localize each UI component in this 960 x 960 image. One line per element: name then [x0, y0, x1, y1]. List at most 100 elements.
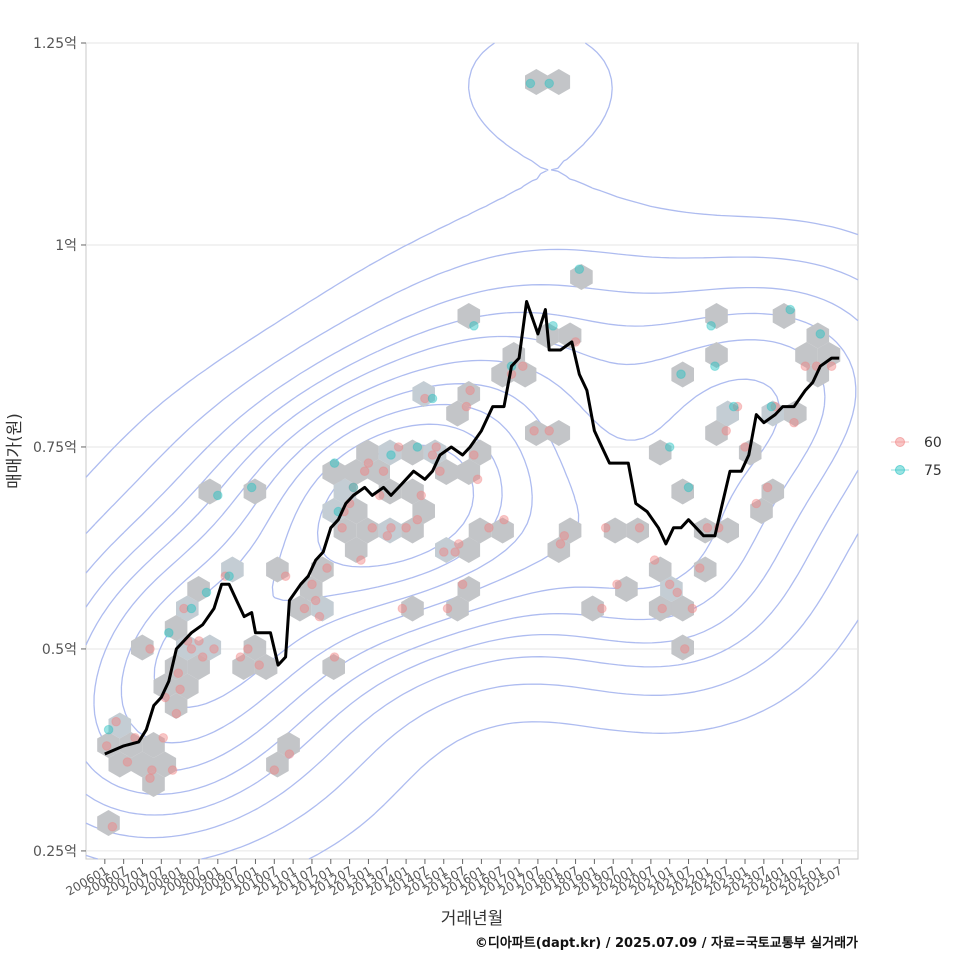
point-75: [706, 321, 716, 331]
hexbin: [806, 322, 830, 349]
point-60: [122, 757, 133, 767]
point-60: [672, 587, 683, 598]
hexbin: [266, 556, 289, 583]
point-60: [435, 466, 445, 477]
hexbin: [401, 478, 424, 505]
point-60: [158, 733, 168, 743]
hexbin: [401, 595, 424, 622]
hexbin: [131, 751, 154, 778]
hexbin: [198, 478, 222, 505]
point-60: [499, 514, 509, 525]
point-60: [314, 611, 325, 622]
hexbin: [378, 439, 402, 466]
hexbin: [457, 303, 481, 329]
point-75: [664, 442, 675, 452]
point-60: [484, 523, 494, 533]
hexbin: [491, 517, 514, 544]
hexbin: [164, 693, 188, 719]
density-contour: [85, 42, 859, 860]
point-60: [412, 514, 423, 525]
point-60: [235, 652, 246, 662]
point-60: [431, 442, 442, 452]
hexbin: [581, 595, 604, 622]
hexbin: [221, 556, 244, 583]
point-60: [472, 474, 483, 485]
point-75: [766, 401, 777, 412]
point-75: [544, 78, 555, 89]
point-60: [461, 401, 472, 412]
hexbin: [626, 517, 649, 544]
hexbin: [232, 654, 255, 680]
y-tick-label: 0.5억: [42, 642, 77, 658]
hexbin: [660, 576, 683, 602]
hexbin: [311, 595, 334, 622]
point-60: [401, 523, 411, 533]
point-60: [179, 603, 189, 614]
hexbin: [513, 361, 537, 388]
hexbin: [817, 342, 841, 368]
hexbin: [547, 69, 571, 95]
point-60: [310, 595, 321, 606]
point-60: [269, 765, 280, 775]
point-60: [770, 401, 781, 412]
hexbin: [457, 576, 481, 602]
hexbin: [468, 517, 492, 544]
point-60: [363, 458, 374, 468]
hexbin: [176, 634, 199, 661]
point-60: [664, 579, 675, 590]
hexbin: [468, 439, 492, 466]
point-60: [382, 531, 393, 541]
hexbin: [412, 498, 435, 524]
point-60: [367, 523, 378, 533]
point-60: [220, 571, 231, 582]
hexbin: [344, 498, 368, 524]
y-axis-ticks: 0.25억 0.5억 0.75억 1억 1.25억: [33, 36, 86, 860]
hexbin: [378, 517, 402, 544]
hexbin: [367, 459, 390, 485]
hexbin: [750, 498, 773, 524]
hexbin: [266, 751, 289, 778]
y-tick-label: 0.25억: [33, 844, 77, 860]
point-60: [634, 523, 645, 533]
point-60: [789, 417, 799, 428]
point-75: [329, 458, 340, 468]
hexbin: [603, 517, 627, 544]
hexbin: [615, 576, 638, 602]
point-60: [416, 490, 427, 501]
hexbin-layer: [97, 69, 841, 836]
point-60: [171, 708, 182, 719]
point-60: [420, 393, 430, 404]
hexbin: [693, 556, 717, 583]
hexbin: [176, 595, 199, 622]
point-60: [721, 426, 732, 436]
y-tick-label: 1.25억: [33, 36, 77, 52]
point-60: [173, 668, 184, 679]
point-75: [525, 78, 536, 89]
point-60: [600, 523, 611, 533]
point-60: [680, 644, 690, 654]
point-60: [454, 539, 464, 549]
point-60: [348, 482, 359, 493]
point-60: [762, 482, 773, 493]
point-60: [329, 652, 340, 662]
hexbin: [131, 634, 154, 661]
density-contour: [85, 248, 859, 860]
hexbin: [243, 634, 267, 661]
point-75: [574, 264, 585, 275]
point-60: [612, 579, 622, 590]
hexbin: [254, 654, 278, 680]
y-tick-label: 1억: [55, 238, 77, 254]
hexbin: [795, 342, 818, 368]
point-75: [427, 393, 438, 404]
hexbin: [705, 303, 728, 329]
hexbin: [401, 517, 424, 544]
trend-line-group: [104, 300, 840, 756]
hexbin: [97, 810, 120, 836]
hexbin: [108, 712, 132, 739]
point-60: [280, 571, 291, 582]
point-60: [107, 821, 118, 832]
point-60: [393, 442, 404, 452]
x-axis-ticks: 2006012006072007012007072008012008072009…: [64, 859, 845, 899]
point-75: [348, 482, 359, 493]
point-60: [284, 749, 295, 759]
